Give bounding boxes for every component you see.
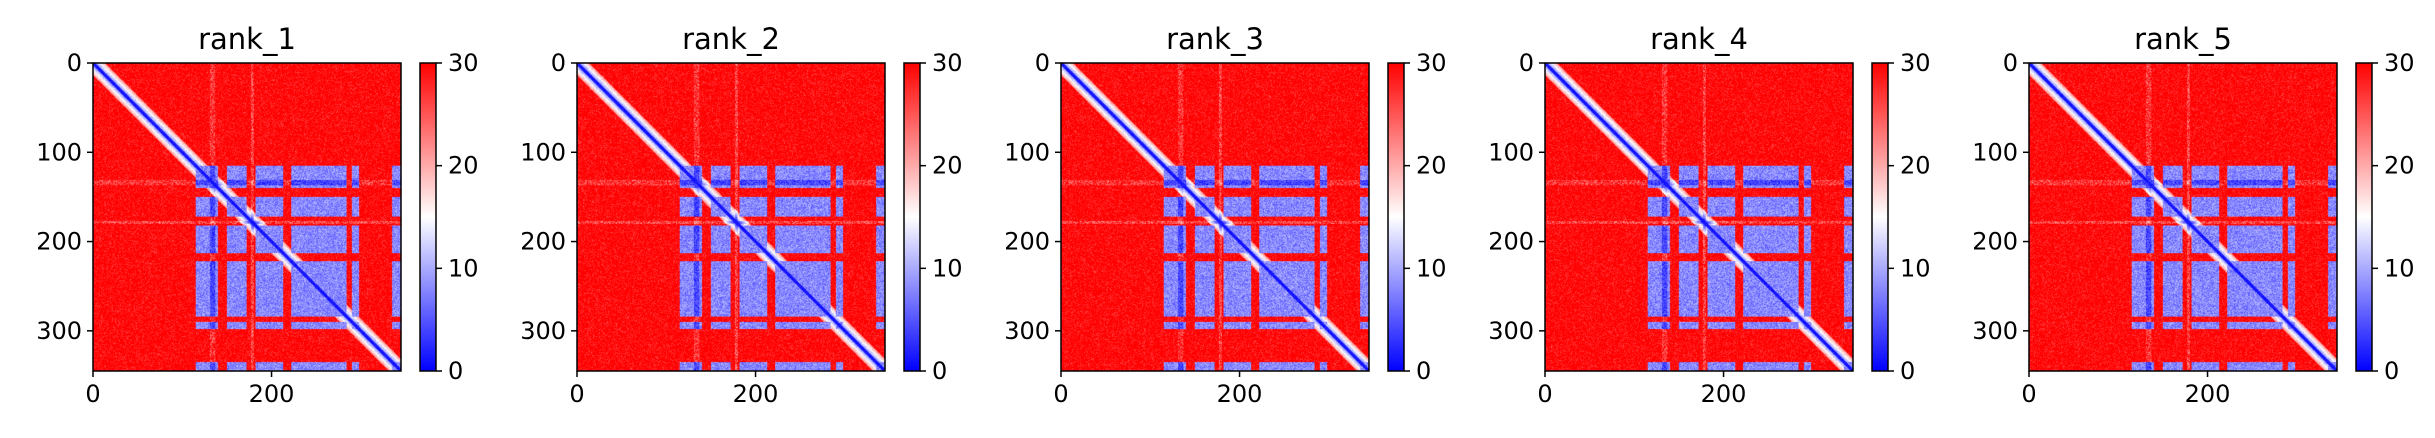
y-tick-label: 300 (1972, 317, 2018, 345)
x-tick-label: 200 (249, 380, 295, 408)
y-tick-label: 100 (36, 138, 82, 166)
y-tick-label: 0 (1519, 49, 1534, 77)
colorbar-tick-label: 20 (932, 152, 963, 180)
heatmap-image (577, 63, 885, 371)
x-tick-label: 200 (1217, 380, 1263, 408)
y-tick-label: 200 (1972, 228, 2018, 256)
heatmap-panel-2: rank_2 0 200 0 100 200 300 0 10 20 30 (520, 22, 962, 408)
colorbar-tick-label: 0 (448, 357, 463, 385)
colorbar (1871, 62, 1889, 372)
colorbar-tick-label: 30 (448, 49, 479, 77)
colorbar (903, 62, 921, 372)
colorbar-tick-label: 30 (2384, 49, 2415, 77)
y-tick-label: 0 (67, 49, 82, 77)
colorbar (419, 62, 437, 372)
y-tick-label: 100 (1004, 138, 1050, 166)
x-tick-label: 200 (1701, 380, 1747, 408)
y-tick-label: 200 (1004, 228, 1050, 256)
heatmap-panel-4: rank_4 0 200 0 100 200 300 0 10 20 30 (1488, 22, 1930, 408)
x-tick-label: 0 (2021, 380, 2036, 408)
colorbar-tick-label: 30 (1900, 49, 1931, 77)
chart-title: rank_1 (198, 22, 296, 56)
heatmap-image (2029, 63, 2337, 371)
x-tick-label: 0 (1537, 380, 1552, 408)
heatmap-panel-3: rank_3 0 200 0 100 200 300 0 10 20 30 (1004, 22, 1446, 408)
axes-frame (576, 62, 886, 372)
chart-title: rank_2 (682, 22, 780, 56)
y-tick-label: 100 (1488, 138, 1534, 166)
y-tick-label: 300 (1004, 317, 1050, 345)
colorbar-tick-label: 30 (1416, 49, 1447, 77)
axes-frame (92, 62, 402, 372)
colorbar-tick-label: 10 (2384, 254, 2415, 282)
chart-title: rank_4 (1650, 22, 1748, 56)
heatmap-image (1061, 63, 1369, 371)
y-tick-label: 200 (520, 228, 566, 256)
chart-title: rank_5 (2134, 22, 2232, 56)
heatmap-image (93, 63, 401, 371)
heatmap-panel-1: rank_1 0 200 0 100 200 300 0 10 20 30 (36, 22, 478, 408)
axes-frame (1060, 62, 1370, 372)
colorbar-tick-label: 0 (2384, 357, 2399, 385)
y-tick-label: 300 (36, 317, 82, 345)
y-tick-label: 200 (36, 228, 82, 256)
y-tick-label: 0 (1035, 49, 1050, 77)
y-tick-label: 100 (1972, 138, 2018, 166)
colorbar (2355, 62, 2373, 372)
colorbar-tick-label: 10 (448, 254, 479, 282)
colorbar-tick-label: 20 (1416, 152, 1447, 180)
x-tick-label: 0 (85, 380, 100, 408)
colorbar (1387, 62, 1405, 372)
colorbar-tick-label: 30 (932, 49, 963, 77)
chart-title: rank_3 (1166, 22, 1264, 56)
x-tick-label: 0 (1053, 380, 1068, 408)
heatmap-image (1545, 63, 1853, 371)
axes-frame (1544, 62, 1854, 372)
y-tick-label: 300 (1488, 317, 1534, 345)
heatmap-panel-5: rank_5 0 200 0 100 200 300 0 10 20 30 (1972, 22, 2414, 408)
colorbar-tick-label: 0 (1416, 357, 1431, 385)
colorbar-tick-label: 10 (932, 254, 963, 282)
x-tick-label: 0 (569, 380, 584, 408)
x-tick-label: 200 (2185, 380, 2231, 408)
colorbar-tick-label: 20 (448, 152, 479, 180)
colorbar-tick-label: 10 (1416, 254, 1447, 282)
y-tick-label: 100 (520, 138, 566, 166)
colorbar-tick-label: 20 (1900, 152, 1931, 180)
y-tick-label: 0 (551, 49, 566, 77)
y-tick-label: 0 (2003, 49, 2018, 77)
y-tick-label: 200 (1488, 228, 1534, 256)
colorbar-tick-label: 10 (1900, 254, 1931, 282)
colorbar-tick-label: 0 (932, 357, 947, 385)
colorbar-tick-label: 20 (2384, 152, 2415, 180)
axes-frame (2028, 62, 2338, 372)
colorbar-tick-label: 0 (1900, 357, 1915, 385)
y-tick-label: 300 (520, 317, 566, 345)
x-tick-label: 200 (733, 380, 779, 408)
